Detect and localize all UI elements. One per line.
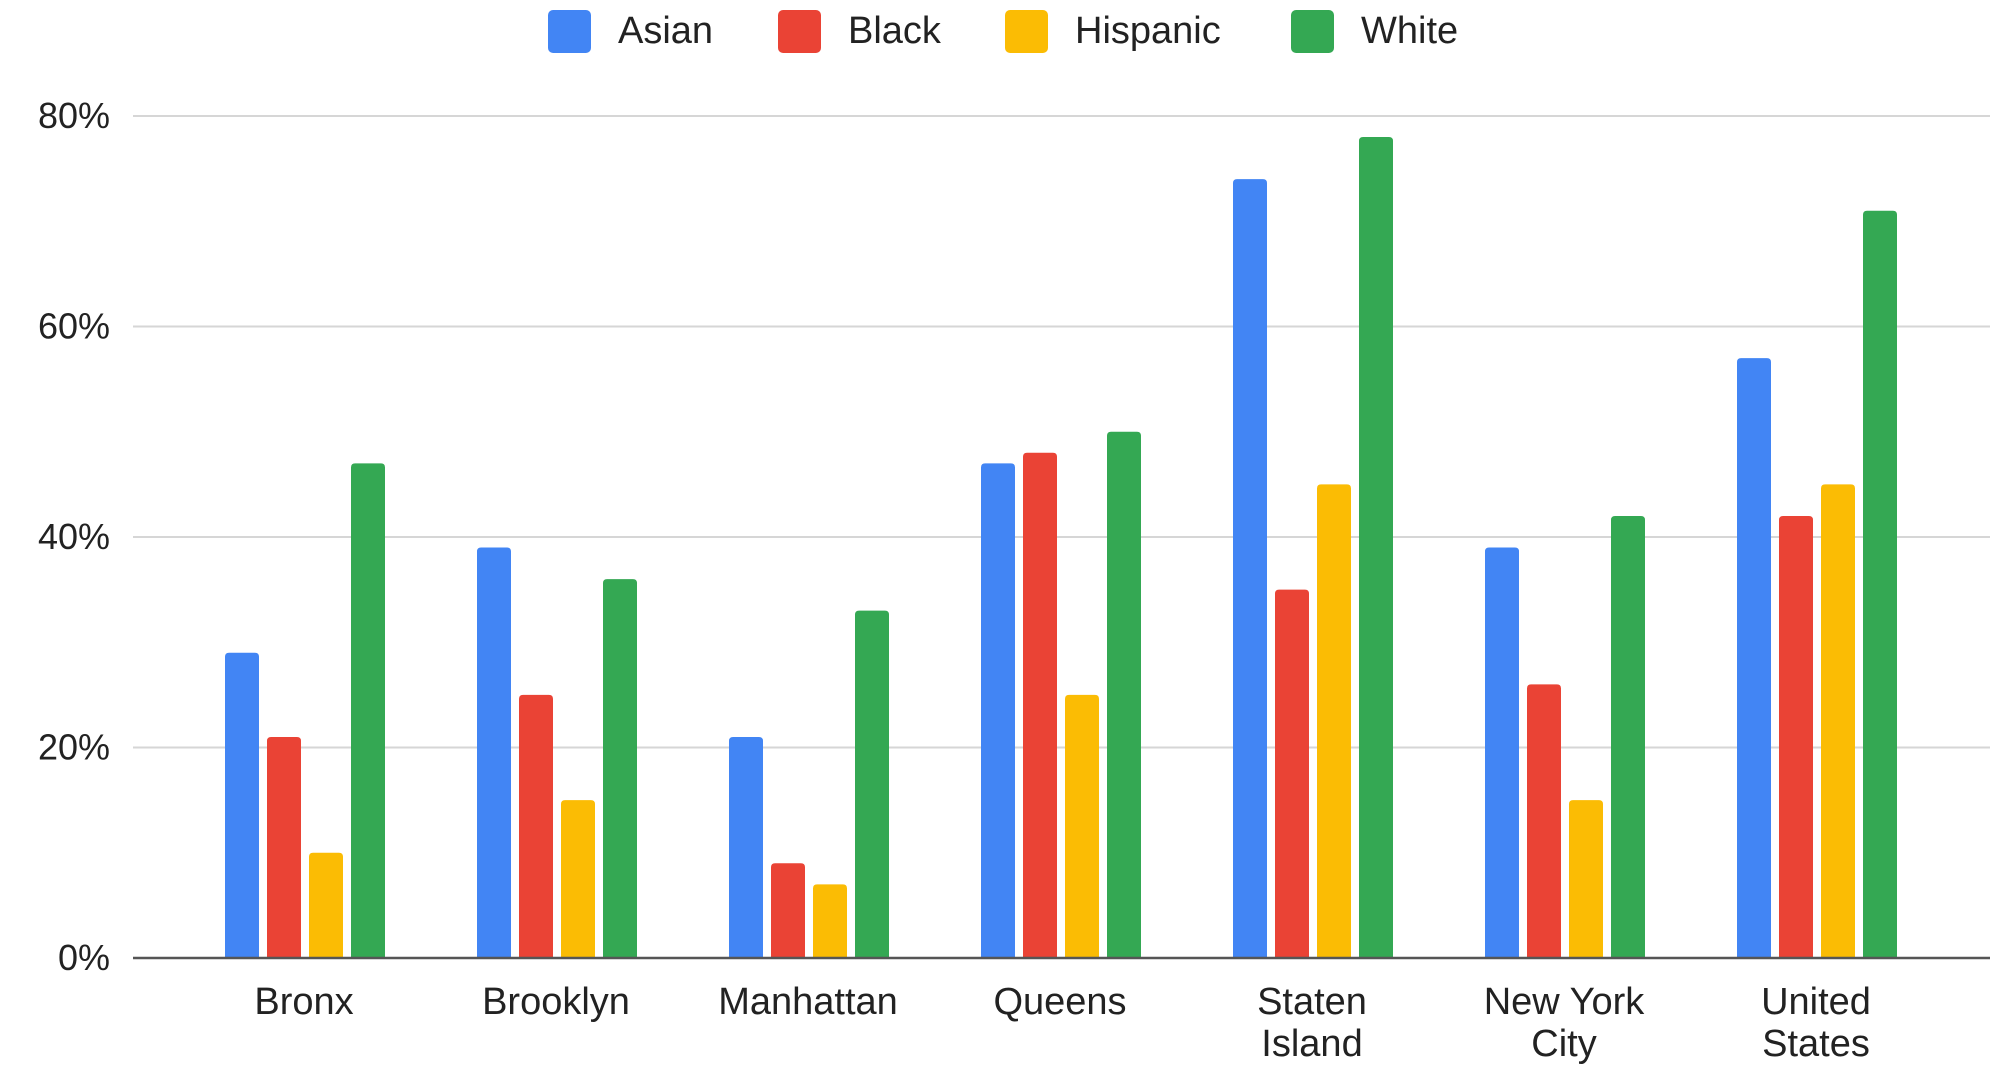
bar-white-3	[855, 610, 889, 958]
bar-asian-6	[1485, 547, 1519, 958]
legend-swatch	[1291, 10, 1334, 53]
bar-white-2	[603, 579, 637, 958]
bar-white-5	[1359, 137, 1393, 959]
x-category-label: Queens	[993, 981, 1126, 1023]
x-category-label: States	[1762, 1023, 1870, 1065]
gridlines	[133, 115, 1990, 749]
legend-swatch	[1005, 10, 1048, 53]
bar-asian-1	[225, 652, 259, 958]
legend-label: Black	[848, 10, 942, 52]
x-category-label: Manhattan	[718, 981, 898, 1023]
bar-asian-3	[729, 736, 763, 958]
y-tick-label: 60%	[38, 306, 110, 347]
y-tick-label: 40%	[38, 516, 110, 557]
bar-white-6	[1611, 515, 1645, 958]
bar-hispanic-2	[561, 800, 595, 958]
y-tick-label: 0%	[58, 937, 110, 978]
x-category-label: New York	[1484, 981, 1646, 1023]
legend-item-black: Black	[778, 10, 942, 53]
bar-asian-4	[981, 463, 1015, 958]
bar-black-4	[1023, 452, 1057, 958]
y-tick-label: 80%	[38, 95, 110, 136]
y-axis-tick-labels: 0% 20% 40% 60% 80%	[38, 95, 110, 978]
legend-label: Asian	[618, 10, 713, 52]
bar-hispanic-6	[1569, 800, 1603, 958]
bar-hispanic-7	[1821, 484, 1855, 958]
bar-asian-5	[1233, 179, 1267, 958]
x-category-label: Staten	[1257, 981, 1367, 1023]
bar-black-7	[1779, 515, 1813, 958]
bar-white-7	[1863, 210, 1897, 959]
bar-hispanic-4	[1065, 694, 1099, 958]
legend-label: White	[1361, 10, 1458, 52]
x-axis-category-labels: Bronx Brooklyn Manhattan Queens StatenIsland…	[254, 981, 1871, 1065]
x-category-label: City	[1531, 1023, 1596, 1065]
bar-black-1	[267, 736, 301, 958]
bar-asian-2	[477, 547, 511, 958]
x-category-label: Bronx	[254, 981, 353, 1023]
bars	[225, 137, 1897, 959]
legend: Asian Black Hispanic White	[548, 10, 1458, 53]
bar-asian-7	[1737, 358, 1771, 958]
x-category-label: Brooklyn	[482, 981, 630, 1023]
bar-hispanic-5	[1317, 484, 1351, 958]
x-category-label: Island	[1261, 1023, 1362, 1065]
bar-black-6	[1527, 684, 1561, 958]
legend-item-asian: Asian	[548, 10, 713, 53]
bar-hispanic-3	[813, 884, 847, 958]
bar-white-1	[351, 463, 385, 958]
bar-black-3	[771, 863, 805, 958]
bar-black-2	[519, 694, 553, 958]
legend-item-white: White	[1291, 10, 1458, 53]
legend-swatch	[548, 10, 591, 53]
bar-hispanic-1	[309, 852, 343, 958]
legend-swatch	[778, 10, 821, 53]
bar-white-4	[1107, 431, 1141, 958]
legend-item-hispanic: Hispanic	[1005, 10, 1221, 53]
legend-label: Hispanic	[1075, 10, 1221, 52]
x-category-label: United	[1761, 981, 1871, 1023]
bar-black-5	[1275, 589, 1309, 958]
y-tick-label: 20%	[38, 727, 110, 768]
